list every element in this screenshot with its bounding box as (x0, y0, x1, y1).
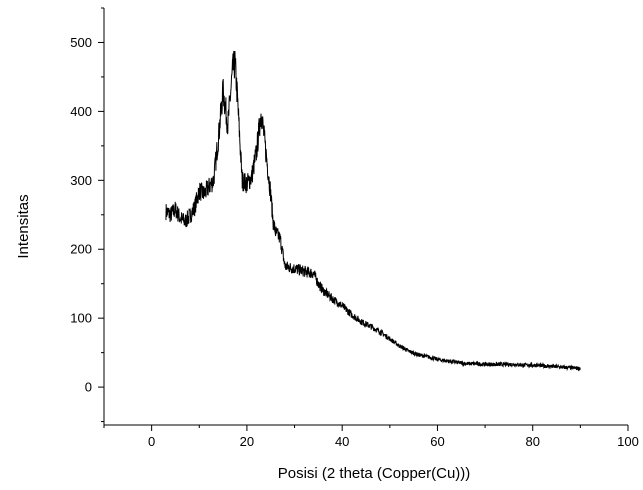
x-tick-label: 100 (617, 434, 639, 449)
y-tick-label: 300 (70, 173, 92, 188)
x-tick-label: 60 (430, 434, 444, 449)
x-axis-ticks: 0 20 40 60 80 100 (103, 425, 639, 449)
y-tick-label: 100 (70, 311, 92, 326)
x-tick-label: 40 (335, 434, 349, 449)
y-axis-title: Intensitas (15, 194, 32, 258)
y-tick-label: 400 (70, 104, 92, 119)
y-tick-label: 0 (85, 380, 92, 395)
series-line (165, 50, 581, 372)
x-tick-label: 20 (240, 434, 254, 449)
x-axis-title: Posisi (2 theta (Copper(Cu))) (278, 465, 471, 482)
y-tick-label: 500 (70, 35, 92, 50)
chart-area: 0 20 40 60 80 100 0 100 200 300 400 500 Posisi (2 … (15, 7, 639, 482)
x-tick-label: 80 (525, 434, 539, 449)
x-tick-label: 0 (148, 434, 155, 449)
y-axis-ticks: 0 100 200 300 400 500 (70, 7, 104, 423)
y-tick-label: 200 (70, 242, 92, 257)
